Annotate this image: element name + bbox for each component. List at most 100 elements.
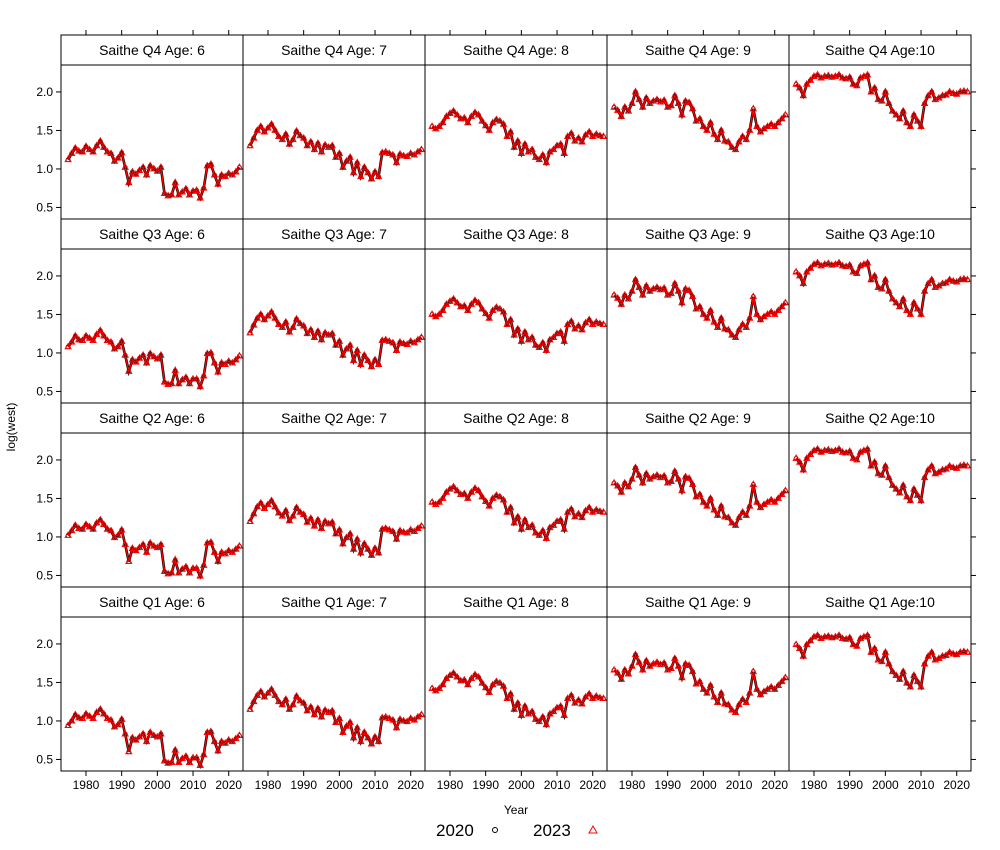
series-line-2023 (795, 261, 968, 317)
point-2023 (753, 497, 761, 505)
point-2023 (481, 683, 490, 691)
point-2023 (949, 649, 957, 657)
point-2023 (539, 526, 547, 534)
point-2023 (903, 492, 911, 500)
point-2023 (342, 156, 351, 164)
point-2023 (496, 304, 504, 312)
point-2023 (806, 450, 815, 458)
x-tick-label: 1980 (619, 778, 646, 792)
point-2023 (64, 531, 72, 538)
point-2023 (499, 307, 508, 315)
point-2023 (471, 670, 479, 678)
point-2023 (745, 126, 754, 133)
point-2023 (64, 721, 72, 729)
point-2023 (289, 511, 297, 519)
point-2023 (182, 184, 190, 192)
point-2023 (510, 330, 518, 338)
panel-q4-age-7: Saithe Q4 Age: 7 (242, 34, 426, 220)
point-2023 (549, 521, 558, 528)
point-2023 (778, 490, 786, 498)
point-2023 (199, 371, 208, 379)
point-2023 (624, 669, 633, 677)
point-2023 (749, 480, 758, 488)
point-2023 (185, 190, 194, 198)
panel-title: Saithe Q1 Age: 6 (99, 594, 205, 610)
point-2023 (371, 544, 379, 551)
panel-frame (242, 248, 426, 404)
point-2023 (517, 149, 526, 157)
point-2023 (945, 275, 954, 283)
point-2023 (542, 534, 551, 541)
point-2023 (767, 119, 775, 127)
point-2023 (157, 540, 165, 548)
point-2023 (521, 139, 529, 147)
point-2023 (567, 317, 576, 324)
point-2023 (349, 356, 358, 364)
point-2023 (549, 707, 558, 715)
point-2023 (885, 473, 893, 481)
point-2023 (196, 382, 204, 390)
point-2023 (464, 680, 472, 688)
point-2023 (439, 306, 447, 314)
point-2023 (874, 283, 882, 290)
point-2023 (374, 360, 383, 367)
point-2023 (360, 163, 369, 170)
point-2023 (624, 294, 633, 302)
series-line-2023 (795, 74, 968, 129)
point-2023 (531, 528, 540, 536)
point-2023 (870, 644, 879, 652)
point-2023 (196, 193, 204, 201)
point-2023 (799, 651, 808, 659)
point-2023 (249, 320, 258, 328)
point-2023 (139, 540, 147, 548)
point-2023 (845, 633, 854, 641)
point-2023 (285, 327, 294, 335)
point-2023 (674, 286, 683, 294)
point-2023 (531, 153, 540, 160)
point-2023 (406, 337, 415, 344)
point-2023 (895, 488, 904, 496)
point-2023 (781, 298, 790, 306)
point-2023 (264, 688, 272, 696)
series-line-2023 (249, 310, 422, 369)
x-tick-label: 1990 (472, 778, 499, 792)
point-2023 (217, 737, 226, 745)
point-2023 (496, 492, 504, 500)
point-2023 (592, 129, 601, 137)
point-2023 (688, 104, 697, 112)
point-2023 (778, 114, 786, 122)
point-2023 (342, 533, 351, 541)
point-2023 (613, 668, 622, 676)
y-tick-label: 1.5 (36, 491, 53, 505)
axes: 0.5 1.0 1.5 2.0 0.5 1.0 1.5 2.0 0.5 1.0 1.5 2.0 0.5 1… (36, 30, 976, 792)
series-line-2023 (795, 448, 968, 503)
point-2023 (867, 461, 875, 469)
point-2023 (585, 503, 593, 511)
point-2023 (696, 677, 704, 685)
y-axis-title: log(west) (4, 403, 18, 452)
point-2023 (667, 289, 675, 297)
point-2023 (496, 116, 504, 124)
point-2023 (596, 693, 604, 701)
point-2023 (503, 320, 511, 327)
point-2023 (613, 481, 622, 489)
point-2023 (899, 667, 907, 675)
point-2023 (960, 86, 968, 94)
panel-strip (242, 34, 426, 66)
point-2023 (303, 517, 311, 525)
point-2023 (642, 656, 651, 664)
point-2023 (681, 472, 690, 480)
point-2023 (196, 761, 204, 769)
point-2023 (899, 294, 907, 302)
point-2023 (210, 737, 219, 745)
point-2023 (192, 186, 201, 193)
point-2023 (128, 355, 137, 363)
point-2023 (210, 548, 219, 555)
point-2023 (285, 516, 294, 524)
point-2023 (153, 166, 162, 174)
panel-title: Saithe Q4 Age: 8 (463, 42, 569, 58)
point-2023 (396, 149, 404, 157)
point-2023 (838, 73, 847, 81)
point-2023 (674, 99, 683, 106)
point-2023 (125, 367, 133, 374)
